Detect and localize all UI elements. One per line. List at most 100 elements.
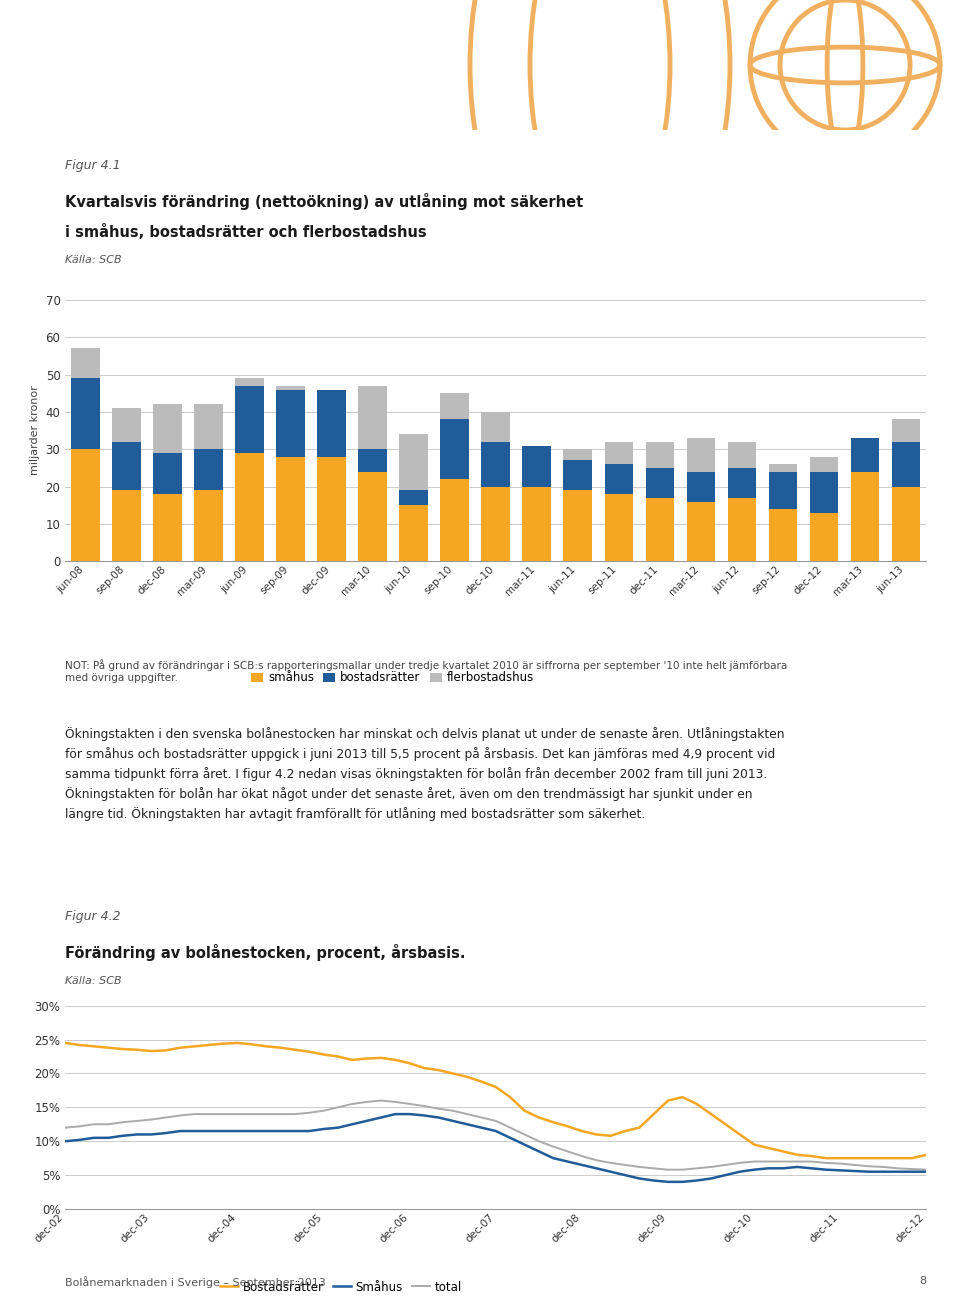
Bar: [728, 442, 756, 468]
Bar: [522, 486, 551, 561]
Bostadsrätter: [361, 1051, 372, 1067]
Bar: [399, 506, 428, 561]
Bar: [809, 512, 838, 561]
Bar: [686, 472, 715, 502]
Text: Förändring av bolånestocken, procent, årsbasis.: Förändring av bolånestocken, procent, år…: [65, 944, 466, 961]
total: [834, 1155, 846, 1171]
Bostadsrätter: [820, 1150, 831, 1166]
Bar: [358, 386, 387, 450]
Bar: [235, 386, 264, 454]
Text: Figur 4.1: Figur 4.1: [65, 158, 121, 171]
Bar: [686, 502, 715, 561]
Bar: [318, 456, 347, 561]
Bar: [769, 508, 797, 561]
Bar: [851, 472, 879, 561]
total: [60, 1120, 71, 1136]
Småhus: [533, 1144, 544, 1159]
Bar: [769, 472, 797, 508]
total: [375, 1093, 387, 1108]
Bar: [564, 460, 592, 490]
Bar: [892, 420, 921, 442]
total: [590, 1153, 602, 1168]
Bar: [851, 438, 879, 472]
Bar: [358, 450, 387, 472]
Text: Ökningstakten i den svenska bolånestocken har minskat och delvis planat ut under: Ökningstakten i den svenska bolånestocke…: [65, 727, 784, 821]
Text: NOT: På grund av förändringar i SCB:s rapporteringsmallar under tredje kvartalet: NOT: På grund av förändringar i SCB:s ra…: [65, 659, 787, 682]
Småhus: [390, 1106, 401, 1121]
total: [921, 1162, 932, 1178]
Legend: småhus, bostadsrätter, flerbostadshus: småhus, bostadsrätter, flerbostadshus: [247, 667, 539, 689]
Bar: [686, 438, 715, 472]
Bar: [564, 450, 592, 460]
Text: Källa: SCB: Källa: SCB: [65, 255, 122, 265]
Bar: [482, 442, 510, 486]
Bar: [71, 450, 100, 561]
Bar: [235, 378, 264, 386]
Bar: [605, 464, 634, 494]
Bar: [276, 389, 305, 456]
Bar: [769, 464, 797, 472]
Bar: [235, 454, 264, 561]
Bostadsrätter: [576, 1123, 588, 1138]
Bar: [482, 486, 510, 561]
Bar: [71, 378, 100, 450]
Bar: [441, 393, 469, 420]
Bar: [71, 349, 100, 378]
Bar: [399, 434, 428, 490]
Bar: [399, 490, 428, 506]
Line: Bostadsrätter: Bostadsrätter: [65, 1043, 926, 1158]
Småhus: [834, 1162, 846, 1178]
Småhus: [361, 1114, 372, 1129]
Bar: [522, 446, 551, 486]
Bar: [154, 494, 182, 561]
Småhus: [921, 1163, 932, 1179]
Bar: [112, 442, 141, 490]
Y-axis label: miljarder kronor: miljarder kronor: [30, 386, 40, 476]
Bar: [482, 412, 510, 442]
Bostadsrätter: [518, 1103, 530, 1119]
Text: Kvartalsvis förändring (nettoökning) av utlåning mot säkerhet: Kvartalsvis förändring (nettoökning) av …: [65, 192, 584, 209]
Text: Figur 4.2: Figur 4.2: [65, 910, 121, 923]
Bar: [645, 468, 674, 498]
Bar: [892, 442, 921, 486]
Bar: [605, 442, 634, 464]
Text: Källa: SCB: Källa: SCB: [65, 975, 122, 985]
Småhus: [260, 1123, 272, 1138]
Bar: [154, 404, 182, 454]
Småhus: [231, 1123, 243, 1138]
Text: 8: 8: [920, 1276, 926, 1286]
total: [260, 1106, 272, 1121]
Text: Bolånemarknaden i Sverige – September 2013: Bolånemarknaden i Sverige – September 20…: [65, 1276, 326, 1287]
Text: i småhus, bostadsrätter och flerbostadshus: i småhus, bostadsrätter och flerbostadsh…: [65, 223, 427, 240]
Småhus: [590, 1161, 602, 1176]
Bar: [728, 498, 756, 561]
total: [361, 1094, 372, 1110]
Bar: [195, 450, 223, 490]
total: [662, 1162, 674, 1178]
Bar: [892, 486, 921, 561]
Småhus: [60, 1133, 71, 1149]
Bar: [276, 386, 305, 389]
Bar: [645, 442, 674, 468]
Bar: [195, 404, 223, 450]
Bostadsrätter: [260, 1039, 272, 1055]
Bar: [809, 472, 838, 512]
Bar: [441, 480, 469, 561]
Bostadsrätter: [231, 1035, 243, 1051]
Bar: [564, 490, 592, 561]
Bar: [112, 408, 141, 442]
Bar: [645, 498, 674, 561]
Bostadsrätter: [805, 1149, 817, 1165]
Bar: [441, 420, 469, 480]
total: [231, 1106, 243, 1121]
Bar: [154, 454, 182, 494]
Bar: [728, 468, 756, 498]
Legend: Bostadsrätter, Småhus, total: Bostadsrätter, Småhus, total: [215, 1276, 467, 1298]
Bostadsrätter: [60, 1035, 71, 1051]
Line: Småhus: Småhus: [65, 1114, 926, 1182]
Line: total: total: [65, 1100, 926, 1170]
Bar: [605, 494, 634, 561]
Småhus: [662, 1174, 674, 1189]
Bar: [112, 490, 141, 561]
Bar: [358, 472, 387, 561]
